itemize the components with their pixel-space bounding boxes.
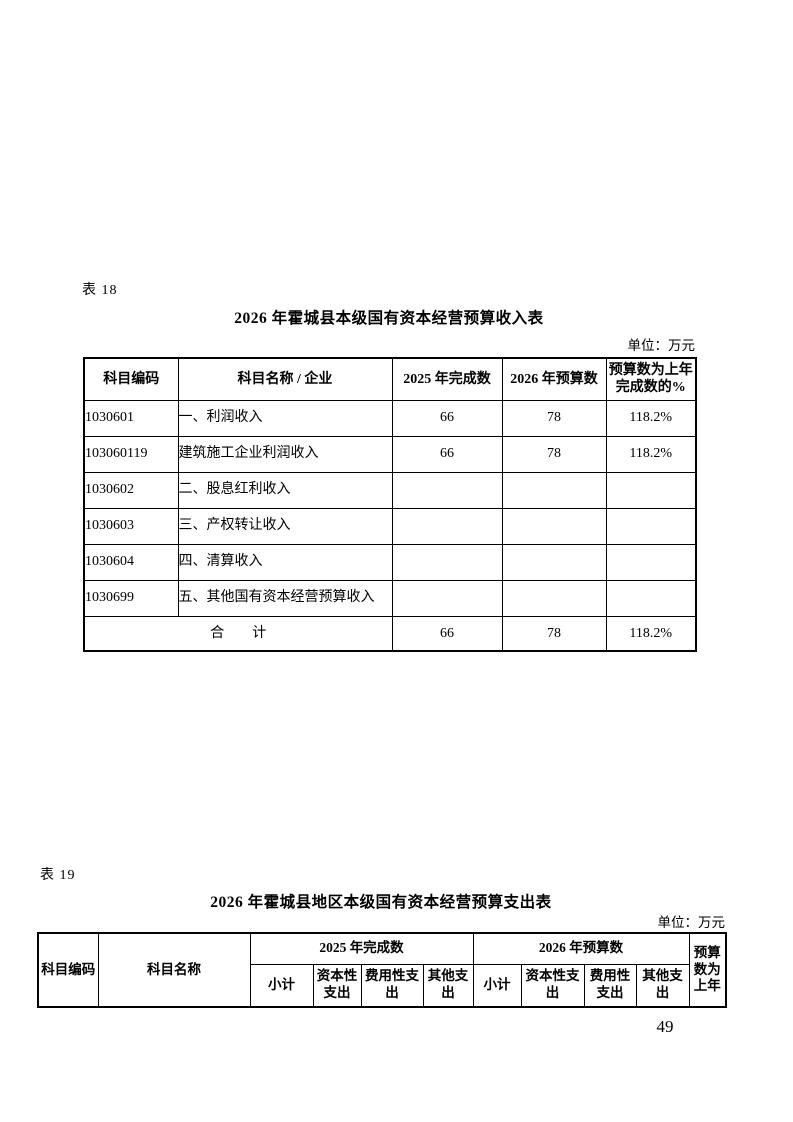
table-row: 1030699 五、其他国有资本经营预算收入 [83, 579, 697, 617]
cell-name: 一、利润收入 [177, 399, 393, 437]
table-header-group-row: 科目编码 科目名称 2025 年完成数 2026 年预算数 预算 数为 上年 [37, 932, 727, 1008]
table19-label: 表 19 [40, 868, 76, 883]
header-group-2026: 2026 年预算数 [472, 932, 690, 965]
cell-code: 1030602 [83, 471, 179, 509]
table-row: 1030604 四、清算收入 [83, 543, 697, 581]
table19-title: 2026 年霍城县地区本级国有资本经营预算支出表 [210, 894, 552, 911]
cell-code: 1030699 [83, 579, 179, 617]
table-header-sub-row: 小计 资本性 支出 费用性支 出 其他支 出 小计 资本性支 出 费用性 支出 … [38, 963, 726, 1008]
header-2025-other: 其他支 出 [422, 963, 474, 1008]
cell-ratio: 118.2% [605, 435, 697, 473]
table18-label: 表 18 [82, 283, 118, 298]
cell-2025 [391, 507, 503, 545]
cell-code: 103060119 [83, 435, 179, 473]
cell-2025 [391, 579, 503, 617]
table-total-row: 合 计 66 78 118.2% [83, 615, 697, 652]
cell-ratio [605, 471, 697, 509]
revenue-table: 科目编码 科目名称 / 企业 2025 年完成数 2026 年预算数 预算数为上… [83, 357, 697, 652]
header-code: 科目编码 [37, 932, 99, 1008]
cell-ratio [605, 507, 697, 545]
cell-2026: 78 [501, 399, 607, 437]
header-ratio: 预算 数为 上年 [688, 932, 727, 1008]
cell-code: 1030601 [83, 399, 179, 437]
cell-2025 [391, 543, 503, 581]
header-2026: 2026 年预算数 [501, 357, 607, 401]
cell-ratio [605, 543, 697, 581]
cell-2025 [391, 471, 503, 509]
table-row: 1030601 一、利润收入 66 78 118.2% [83, 399, 697, 437]
cell-ratio: 118.2% [605, 399, 697, 437]
header-2026-expense: 费用性 支出 [583, 963, 637, 1008]
table-row: 103060119 建筑施工企业利润收入 66 78 118.2% [83, 435, 697, 473]
header-group-2025: 2025 年完成数 [249, 932, 474, 965]
cell-name: 三、产权转让收入 [177, 507, 393, 545]
header-2025: 2025 年完成数 [391, 357, 503, 401]
cell-code: 1030604 [83, 543, 179, 581]
expenditure-table: 科目编码 科目名称 2025 年完成数 2026 年预算数 预算 数为 上年 小… [37, 932, 727, 1008]
cell-2026 [501, 471, 607, 509]
header-2025-capital: 资本性 支出 [312, 963, 362, 1008]
table19-unit-label: 单位：万元 [657, 915, 726, 930]
cell-name: 二、股息红利收入 [177, 471, 393, 509]
header-2026-other: 其他支 出 [635, 963, 690, 1008]
page-number: 49 [656, 1017, 674, 1036]
total-label: 合 计 [83, 615, 393, 652]
cell-2025: 66 [391, 399, 503, 437]
header-2025-expense: 费用性支 出 [360, 963, 424, 1008]
cell-name: 五、其他国有资本经营预算收入 [177, 579, 393, 617]
table-header-row: 科目编码 科目名称 / 企业 2025 年完成数 2026 年预算数 预算数为上… [83, 357, 697, 401]
table18-title: 2026 年霍城县本级国有资本经营预算收入表 [234, 310, 544, 327]
cell-name: 四、清算收入 [177, 543, 393, 581]
table18-unit-label: 单位：万元 [627, 338, 696, 353]
header-2025-subtotal: 小计 [249, 963, 314, 1008]
cell-2025: 66 [391, 435, 503, 473]
cell-2026 [501, 507, 607, 545]
header-ratio: 预算数为上年 完成数的% [605, 357, 697, 401]
cell-code: 1030603 [83, 507, 179, 545]
cell-name: 建筑施工企业利润收入 [177, 435, 393, 473]
total-2026: 78 [501, 615, 607, 652]
header-2026-subtotal: 小计 [472, 963, 522, 1008]
header-code: 科目编码 [83, 357, 179, 401]
cell-2026 [501, 579, 607, 617]
header-name: 科目名称 [97, 932, 251, 1008]
table-row: 1030602 二、股息红利收入 [83, 471, 697, 509]
total-2025: 66 [391, 615, 503, 652]
cell-2026: 78 [501, 435, 607, 473]
cell-2026 [501, 543, 607, 581]
table-row: 1030603 三、产权转让收入 [83, 507, 697, 545]
header-2026-capital: 资本性支 出 [520, 963, 585, 1008]
total-ratio: 118.2% [605, 615, 697, 652]
cell-ratio [605, 579, 697, 617]
header-name: 科目名称 / 企业 [177, 357, 393, 401]
